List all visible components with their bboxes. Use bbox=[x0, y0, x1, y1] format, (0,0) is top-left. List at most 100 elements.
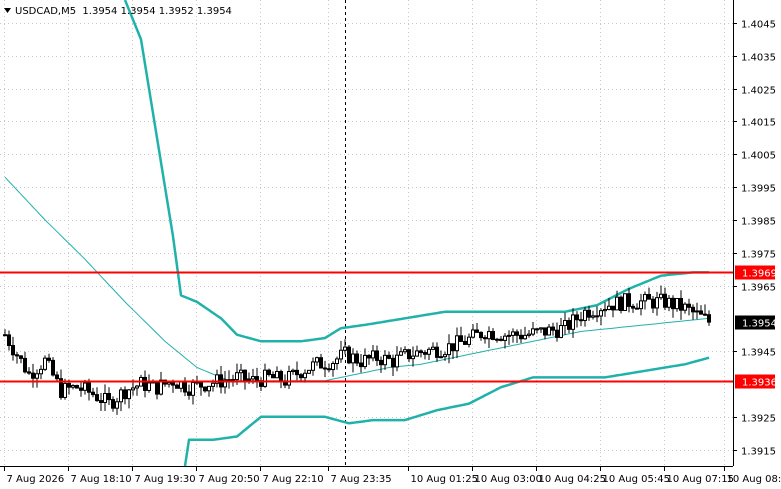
candle-body bbox=[355, 353, 359, 364]
y-tick-label: 1.4045 bbox=[741, 20, 776, 31]
candle-body bbox=[395, 354, 399, 368]
candle-body bbox=[579, 319, 583, 322]
candle-body bbox=[383, 354, 387, 366]
candle-body bbox=[103, 393, 107, 403]
candle-body bbox=[587, 309, 591, 318]
candle-body bbox=[539, 327, 543, 330]
candle-body bbox=[323, 367, 327, 370]
candle-body bbox=[683, 303, 687, 311]
candle-body bbox=[491, 331, 495, 341]
candle-body bbox=[531, 328, 535, 335]
x-tick-label: 7 Aug 23:35 bbox=[331, 474, 392, 485]
candle-body bbox=[7, 334, 11, 346]
candle-body bbox=[519, 334, 523, 340]
candle-body bbox=[171, 382, 175, 386]
candle-body bbox=[267, 369, 271, 375]
x-tick-label: 7 Aug 20:50 bbox=[199, 474, 260, 485]
candle-body bbox=[707, 314, 711, 323]
candle-body bbox=[435, 346, 439, 358]
candle-body bbox=[583, 309, 587, 321]
candle-body bbox=[451, 343, 455, 352]
candle-body bbox=[287, 371, 291, 386]
candle-body bbox=[87, 382, 91, 393]
y-tick-label: 1.4035 bbox=[741, 53, 776, 64]
candle-body bbox=[271, 373, 275, 379]
symbol-ohlc-label: USDCAD,M5 1.3954 1.3954 1.3952 1.3954 bbox=[15, 6, 232, 17]
candle-body bbox=[159, 379, 163, 395]
chart-header: USDCAD,M5 1.3954 1.3954 1.3952 1.3954 bbox=[4, 6, 232, 17]
candle-body bbox=[279, 370, 283, 383]
candle-body bbox=[31, 372, 35, 379]
candle-body bbox=[319, 357, 323, 369]
candle-body bbox=[251, 376, 255, 380]
candle-body bbox=[239, 369, 243, 374]
y-tick-label: 1.3985 bbox=[741, 217, 776, 228]
x-tick-label: 7 Aug 18:10 bbox=[71, 474, 132, 485]
candle-body bbox=[467, 336, 471, 345]
candle-body bbox=[643, 294, 647, 302]
candle-body bbox=[635, 307, 639, 310]
candle-body bbox=[203, 386, 207, 392]
candle-body bbox=[675, 297, 679, 310]
candle-body bbox=[311, 361, 315, 371]
candle-body bbox=[511, 331, 515, 336]
candle-body bbox=[515, 331, 519, 336]
candle-body bbox=[459, 335, 463, 342]
candle-body bbox=[611, 305, 615, 311]
candle-body bbox=[375, 350, 379, 361]
candle-body bbox=[415, 350, 419, 357]
candle-body bbox=[215, 374, 219, 384]
candle-body bbox=[275, 370, 279, 379]
candle-body bbox=[411, 355, 415, 360]
y-tick-label: 1.3925 bbox=[741, 414, 776, 425]
x-tick-label: 10 Aug 05:45 bbox=[603, 474, 670, 485]
candle-body bbox=[591, 315, 595, 318]
candle-body bbox=[499, 338, 503, 341]
candle-body bbox=[315, 357, 319, 363]
candle-body bbox=[183, 381, 187, 393]
candle-body bbox=[19, 355, 23, 359]
upper-band-line bbox=[123, 0, 709, 343]
candle-body bbox=[231, 379, 235, 382]
candle-body bbox=[111, 399, 115, 409]
candle-body bbox=[679, 297, 683, 311]
candle-body bbox=[431, 346, 435, 350]
candle-body bbox=[407, 349, 411, 360]
x-tick-label: 10 Aug 04:25 bbox=[539, 474, 606, 485]
candle-body bbox=[423, 352, 427, 355]
candle-body bbox=[119, 389, 123, 403]
candle-body bbox=[563, 320, 567, 327]
current-price-label: 1.3954 bbox=[742, 319, 777, 330]
candle-body bbox=[607, 305, 611, 310]
x-tick-label: 10 Aug 01:25 bbox=[411, 474, 478, 485]
candle-body bbox=[147, 382, 151, 391]
candle-body bbox=[51, 359, 55, 376]
candle-body bbox=[167, 382, 171, 385]
candle-body bbox=[691, 306, 695, 313]
candle-body bbox=[615, 296, 619, 311]
level-layer[interactable] bbox=[0, 271, 733, 383]
candle-body bbox=[687, 303, 691, 308]
candle-body bbox=[391, 357, 395, 368]
candle-body bbox=[603, 308, 607, 312]
candle-body bbox=[447, 343, 451, 356]
candle-body bbox=[23, 357, 27, 373]
candle-body bbox=[483, 337, 487, 340]
candle-layer bbox=[3, 285, 711, 415]
candle-body bbox=[211, 382, 215, 387]
y-tick-label: 1.4025 bbox=[741, 86, 776, 97]
candle-body bbox=[647, 294, 651, 300]
candle-body bbox=[455, 335, 459, 352]
y-tick-label: 1.3995 bbox=[741, 184, 776, 195]
candle-body bbox=[191, 381, 195, 396]
triangle-down-icon[interactable] bbox=[4, 8, 11, 13]
x-tick-label: 7 Aug 2026 bbox=[7, 474, 65, 485]
candle-body bbox=[495, 338, 499, 341]
y-tick-label: 1.4005 bbox=[741, 151, 776, 162]
candle-body bbox=[359, 362, 363, 368]
candle-body bbox=[523, 334, 527, 340]
candle-body bbox=[115, 401, 119, 409]
current-price-badge bbox=[735, 315, 775, 330]
candle-body bbox=[67, 382, 71, 388]
